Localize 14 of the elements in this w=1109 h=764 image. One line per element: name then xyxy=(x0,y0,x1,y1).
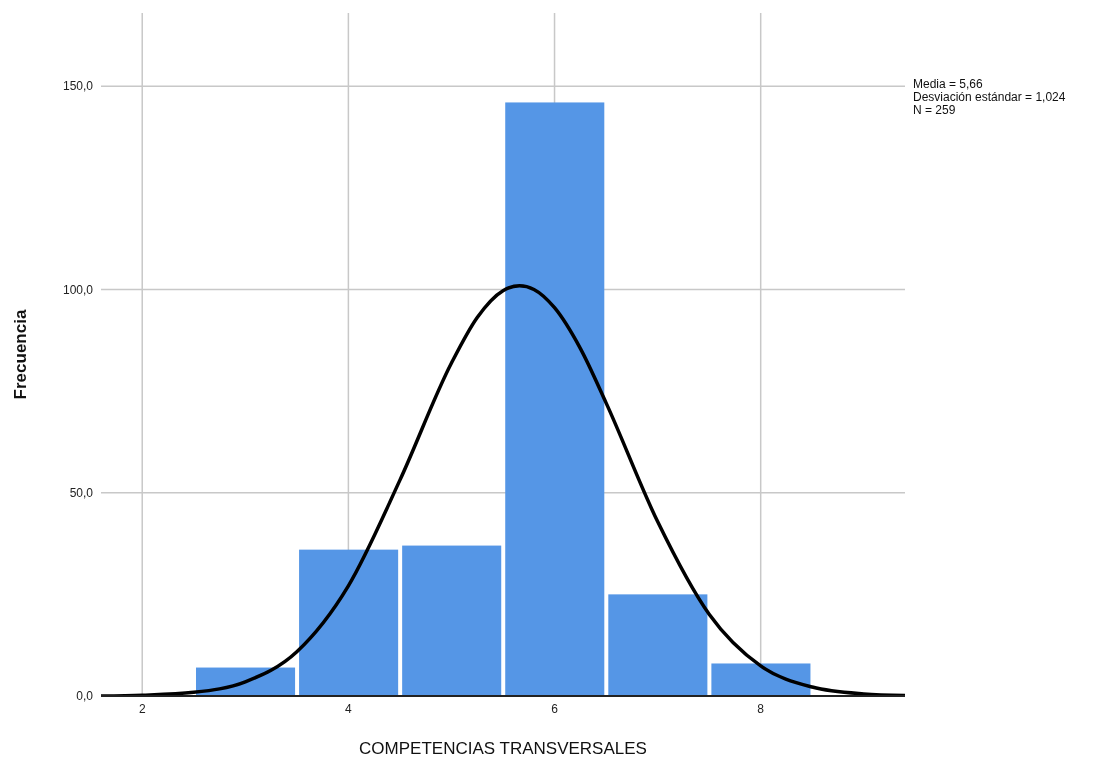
x-tick-label: 2 xyxy=(138,701,146,716)
y-tick-label: 100,0 xyxy=(62,282,94,297)
text: Media = 5,66 xyxy=(913,77,984,91)
text: N = 259 xyxy=(913,103,957,117)
y-axis-title: Frecuencia xyxy=(11,309,30,400)
x-tick-label: 4 xyxy=(345,701,353,716)
x-tick-label: 6 xyxy=(551,701,559,716)
x-tick-label: 8 xyxy=(757,701,765,716)
y-tick-label: 50,0 xyxy=(69,485,94,500)
text: Desviación estándar = 1,024 xyxy=(913,90,1066,104)
x-axis-title: COMPETENCIAS TRANSVERSALES xyxy=(359,739,647,758)
y-tick-label: 150,0 xyxy=(62,79,94,94)
line-series xyxy=(101,284,905,696)
y-tick-label: 0,0 xyxy=(76,689,94,704)
